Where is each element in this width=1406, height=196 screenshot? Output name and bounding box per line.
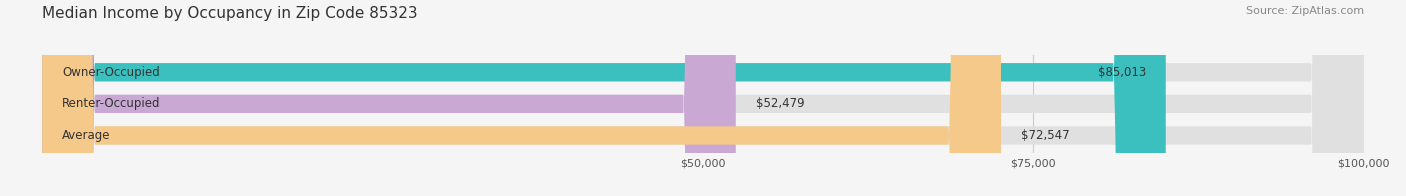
Text: Average: Average bbox=[62, 129, 111, 142]
Text: Median Income by Occupancy in Zip Code 85323: Median Income by Occupancy in Zip Code 8… bbox=[42, 6, 418, 21]
FancyBboxPatch shape bbox=[42, 0, 1364, 196]
FancyBboxPatch shape bbox=[42, 0, 735, 196]
FancyBboxPatch shape bbox=[42, 0, 1364, 196]
Text: $72,547: $72,547 bbox=[1021, 129, 1070, 142]
Text: $85,013: $85,013 bbox=[1098, 66, 1146, 79]
FancyBboxPatch shape bbox=[42, 0, 1166, 196]
Text: Source: ZipAtlas.com: Source: ZipAtlas.com bbox=[1246, 6, 1364, 16]
FancyBboxPatch shape bbox=[42, 0, 1001, 196]
Text: Renter-Occupied: Renter-Occupied bbox=[62, 97, 160, 110]
Text: Owner-Occupied: Owner-Occupied bbox=[62, 66, 160, 79]
FancyBboxPatch shape bbox=[42, 0, 1364, 196]
Text: $52,479: $52,479 bbox=[755, 97, 804, 110]
